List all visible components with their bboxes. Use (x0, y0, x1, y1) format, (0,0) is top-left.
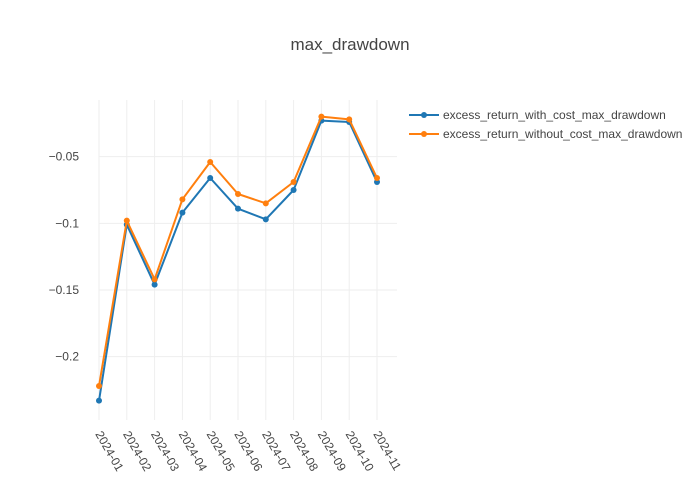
data-point[interactable] (374, 175, 380, 181)
y-axis-ticks: −0.05 −0.1 −0.15 −0.2 (49, 150, 80, 364)
x-axis-ticks: 2024-012024-022024-032024-042024-052024-… (92, 429, 404, 474)
data-point[interactable] (96, 383, 102, 389)
legend-marker-swatch (421, 131, 427, 137)
y-tick-label: −0.05 (49, 150, 80, 164)
y-tick-label: −0.15 (49, 283, 80, 297)
data-point[interactable] (179, 209, 186, 216)
data-point[interactable] (123, 217, 130, 224)
y-tick-label: −0.1 (55, 216, 79, 230)
data-point[interactable] (318, 113, 325, 120)
data-point[interactable] (207, 159, 214, 165)
legend[interactable]: excess_return_with_cost_max_drawdownexce… (409, 108, 682, 141)
data-point[interactable] (262, 200, 269, 207)
data-point[interactable] (346, 116, 353, 123)
data-point[interactable] (235, 191, 241, 197)
data-point[interactable] (290, 179, 297, 185)
data-point[interactable] (290, 187, 297, 193)
data-point[interactable] (96, 397, 102, 404)
data-point[interactable] (151, 276, 158, 283)
y-tick-label: −0.2 (55, 350, 79, 364)
legend-label: excess_return_without_cost_max_drawdown (443, 127, 682, 141)
data-point[interactable] (179, 196, 186, 203)
data-point[interactable] (151, 281, 158, 288)
series-2 (96, 113, 380, 389)
legend-label: excess_return_with_cost_max_drawdown (443, 108, 666, 122)
legend-item[interactable]: excess_return_with_cost_max_drawdown (409, 108, 666, 122)
series-layer (96, 113, 380, 404)
chart-title: max_drawdown (290, 35, 409, 54)
legend-item[interactable]: excess_return_without_cost_max_drawdown (409, 127, 682, 141)
grid-layer (98, 100, 397, 420)
data-point[interactable] (207, 175, 214, 181)
data-point[interactable] (235, 205, 241, 212)
legend-marker-swatch (421, 112, 427, 118)
data-point[interactable] (262, 216, 269, 223)
